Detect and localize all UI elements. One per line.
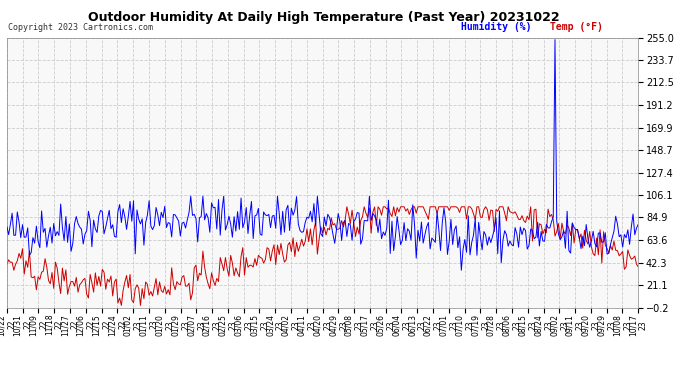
Text: Outdoor Humidity At Daily High Temperature (Past Year) 20231022: Outdoor Humidity At Daily High Temperatu… <box>88 11 560 24</box>
Text: Humidity (%): Humidity (%) <box>462 22 532 32</box>
Text: Temp (°F): Temp (°F) <box>550 22 603 32</box>
Text: Copyright 2023 Cartronics.com: Copyright 2023 Cartronics.com <box>8 23 153 32</box>
